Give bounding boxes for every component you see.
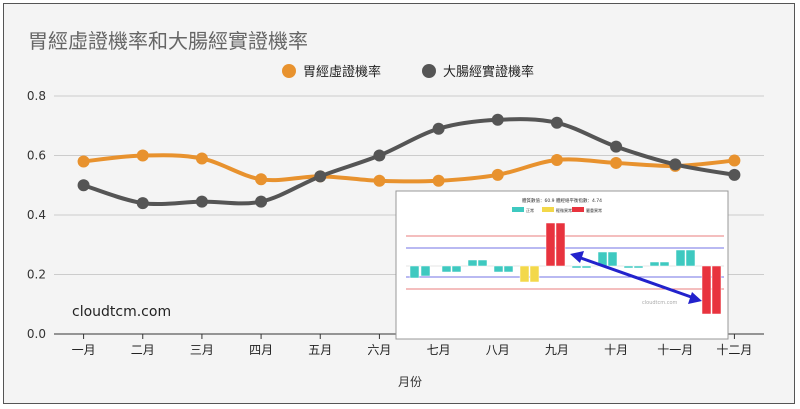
data-point xyxy=(432,122,445,135)
inset-bar xyxy=(607,251,618,267)
data-point xyxy=(610,156,623,169)
x-tick-label: 十二月 xyxy=(716,343,752,357)
inset-legend-swatch xyxy=(572,207,584,212)
legend-marker xyxy=(282,64,296,78)
series-line-0 xyxy=(83,153,735,184)
y-tick-label: 0.8 xyxy=(27,89,46,103)
data-point xyxy=(669,158,682,171)
inset-bar xyxy=(623,265,634,269)
data-point xyxy=(610,140,623,153)
inset-bar xyxy=(581,265,592,269)
data-point xyxy=(77,179,90,192)
x-tick-label: 四月 xyxy=(249,343,273,357)
inset-bar xyxy=(685,249,696,267)
x-tick-label: 八月 xyxy=(486,343,510,357)
chart-title: 胃經虛證機率和大腸經實證機率 xyxy=(28,29,308,53)
inset-bar xyxy=(571,265,582,269)
data-point xyxy=(491,113,504,126)
inset-bar xyxy=(701,265,712,315)
inset-bar xyxy=(545,222,556,267)
x-tick-label: 七月 xyxy=(427,343,451,357)
inset-bar xyxy=(711,265,722,315)
inset-bar xyxy=(659,261,670,267)
x-tick-label: 二月 xyxy=(131,343,155,357)
data-point xyxy=(728,154,741,167)
x-axis-ticks: 一月 二月 三月 四月 五月 六月 七月 八月 九月 十月 十一月 十二月 xyxy=(72,334,752,357)
x-tick-label: 三月 xyxy=(190,343,214,357)
inset-bar xyxy=(477,259,488,267)
legend-marker xyxy=(422,64,436,78)
data-point xyxy=(728,168,741,181)
inset-bar xyxy=(649,261,660,267)
x-axis-label: 月份 xyxy=(398,375,422,389)
inset-double-arrow xyxy=(570,251,702,304)
data-point xyxy=(255,173,268,186)
data-point xyxy=(77,155,90,168)
inset-bar xyxy=(451,265,462,273)
x-tick-label: 十一月 xyxy=(657,343,693,357)
y-axis-ticks: 0.0 0.2 0.4 0.6 0.8 xyxy=(27,89,46,341)
inset-bar xyxy=(675,249,686,267)
inset-bar xyxy=(529,265,540,283)
legend: 胃經虛證機率 大腸經實證機率 xyxy=(282,64,534,80)
inset-legend-label: 嚴重異常 xyxy=(586,207,602,213)
data-point xyxy=(550,153,563,166)
inset-bar xyxy=(503,265,514,273)
inset-bar xyxy=(519,265,530,283)
inset-header: 體質數值：60.9 體經絡平衡指數：4.74 xyxy=(522,197,602,204)
inset-bar xyxy=(633,265,644,269)
y-tick-label: 0.4 xyxy=(27,208,46,222)
x-tick-label: 九月 xyxy=(545,343,569,357)
inset-bar xyxy=(409,265,420,279)
inset-bars xyxy=(409,222,722,315)
data-point xyxy=(136,197,149,210)
inset-legend-label: 正常 xyxy=(526,207,534,213)
inset-legend-swatch xyxy=(512,207,524,212)
x-tick-label: 十月 xyxy=(604,343,628,357)
line-chart: 胃經虛證機率和大腸經實證機率 胃經虛證機率 大腸經實證機率 0.00.20.40.… xyxy=(27,29,764,389)
inset-legend-swatch xyxy=(542,207,554,212)
inset-bar xyxy=(555,222,566,267)
inset-legend-label: 輕微異常 xyxy=(556,207,572,213)
watermark-text: cloudtcm.com xyxy=(72,304,171,320)
x-tick-label: 五月 xyxy=(308,343,332,357)
data-point xyxy=(373,149,386,162)
data-point xyxy=(195,195,208,208)
data-point xyxy=(550,116,563,129)
x-tick-label: 六月 xyxy=(367,343,391,357)
data-point xyxy=(491,168,504,181)
y-tick-label: 0.2 xyxy=(27,268,46,282)
data-point xyxy=(314,170,327,183)
data-point xyxy=(136,149,149,162)
x-tick-label: 一月 xyxy=(72,343,96,357)
chart-frame: 胃經虛證機率和大腸經實證機率 胃經虛證機率 大腸經實證機率 0.0 0.2 0.4 0.… xyxy=(3,3,795,404)
legend-label: 胃經虛證機率 xyxy=(303,64,381,80)
inset-screenshot: 體質數值：60.9 體經絡平衡指數：4.74 正常 輕微異常 嚴重異常 cloudt… xyxy=(395,190,729,340)
y-tick-label: 0.6 xyxy=(27,149,46,163)
inset-watermark: cloudtcm.com xyxy=(642,300,678,306)
data-point xyxy=(373,174,386,187)
series-lines xyxy=(77,113,741,210)
legend-label: 大腸經實證機率 xyxy=(443,64,534,80)
data-point xyxy=(255,195,268,208)
inset-bar xyxy=(493,265,504,273)
data-point xyxy=(195,152,208,165)
inset-bar xyxy=(467,259,478,267)
y-tick-label: 0.0 xyxy=(27,327,46,341)
inset-bar xyxy=(420,265,431,277)
inset-legend: 正常 輕微異常 嚴重異常 xyxy=(512,207,602,213)
inset-bar xyxy=(441,265,452,273)
data-point xyxy=(432,174,445,187)
